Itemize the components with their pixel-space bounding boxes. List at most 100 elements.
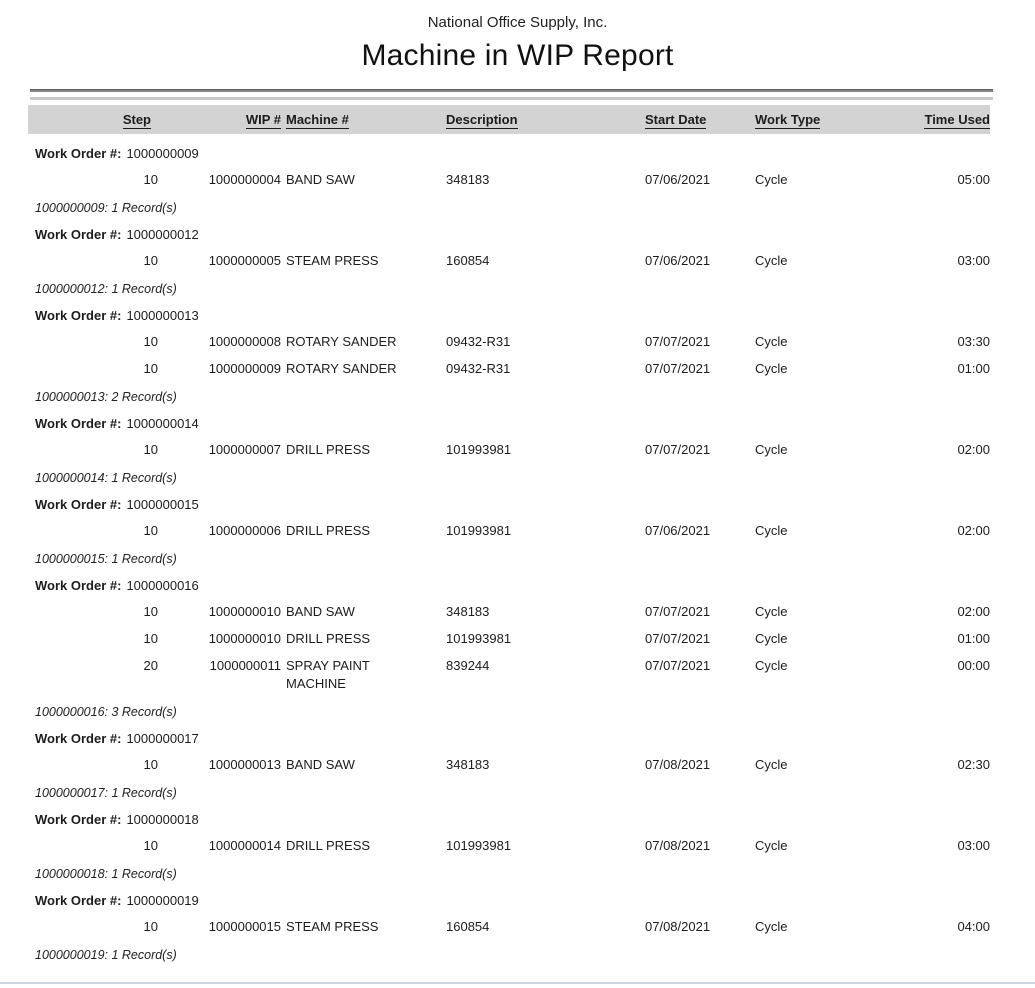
work-order-label: Work Order #: <box>35 812 122 827</box>
company-name: National Office Supply, Inc. <box>427 14 608 31</box>
work-order-label: Work Order #: <box>35 731 122 746</box>
cell-time_used: 02:00 <box>957 523 990 538</box>
cell-machine: DRILL PRESS <box>286 631 371 646</box>
cell-wip: 1000000015 <box>208 919 281 934</box>
cell-work_type: Cycle <box>755 658 788 673</box>
work-order-label: Work Order #: <box>35 308 122 323</box>
cell-time_used: 04:00 <box>957 919 990 934</box>
table-row: 10 1000000010 DRILL PRESS 101993981 07/07/20… <box>30 626 990 653</box>
cell-time_used: 02:00 <box>957 604 990 619</box>
work-order-number: 1000000017 <box>126 731 199 746</box>
cell-machine: SPRAY PAINT MACHINE <box>286 658 370 691</box>
cell-wip: 1000000005 <box>208 253 281 268</box>
work-order-label: Work Order #: <box>35 227 122 242</box>
column-header-time_used: Time Used <box>924 112 990 129</box>
cell-description: 101993981 <box>446 838 512 853</box>
cell-machine: BAND SAW <box>286 172 355 187</box>
group-record-count: 1000000019: 1 Record(s) <box>35 947 177 962</box>
cell-description: 160854 <box>446 919 490 934</box>
cell-description: 348183 <box>446 757 490 772</box>
work-order-number: 1000000012 <box>126 227 199 242</box>
report-header: National Office Supply, Inc. Machine in … <box>0 0 1035 74</box>
cell-machine: DRILL PRESS <box>286 523 371 538</box>
work-order-label: Work Order #: <box>35 578 122 593</box>
cell-wip: 1000000004 <box>208 172 281 187</box>
cell-time_used: 03:00 <box>957 253 990 268</box>
work-order-label: Work Order #: <box>35 146 122 161</box>
cell-wip: 1000000010 <box>208 604 281 619</box>
cell-machine: STEAM PRESS <box>286 919 379 934</box>
cell-start_date: 07/06/2021 <box>645 523 711 538</box>
report-body: Work Order #: 1000000009 10 1000000004 BAND … <box>30 134 990 968</box>
work-order-group: Work Order #: 1000000017 10 1000000013 BAND … <box>30 725 990 806</box>
work-order-group: Work Order #: 1000000009 10 1000000004 BAND … <box>30 140 990 221</box>
work-order-number: 1000000016 <box>126 578 199 593</box>
work-order-header: Work Order #: 1000000015 <box>30 491 990 518</box>
work-order-group: Work Order #: 1000000012 10 1000000005 STEAM… <box>30 221 990 302</box>
cell-description: 101993981 <box>446 523 512 538</box>
cell-work_type: Cycle <box>755 361 788 376</box>
cell-time_used: 01:00 <box>957 361 990 376</box>
work-order-header: Work Order #: 1000000012 <box>30 221 990 248</box>
work-order-header: Work Order #: 1000000016 <box>30 572 990 599</box>
cell-description: 09432-R31 <box>446 361 511 376</box>
group-record-count: 1000000013: 2 Record(s) <box>35 389 177 404</box>
cell-step: 10 <box>143 253 158 268</box>
cell-step: 10 <box>143 442 158 457</box>
table-row: 10 1000000015 STEAM PRESS 160854 07/08/2021 C… <box>30 914 990 941</box>
group-record-count: 1000000012: 1 Record(s) <box>35 281 177 296</box>
cell-description: 160854 <box>446 253 490 268</box>
cell-work_type: Cycle <box>755 757 788 772</box>
work-order-label: Work Order #: <box>35 416 122 431</box>
cell-step: 10 <box>143 838 158 853</box>
page-bottom-edge <box>0 982 1035 984</box>
cell-work_type: Cycle <box>755 334 788 349</box>
table-row: 10 1000000005 STEAM PRESS 160854 07/06/2021 C… <box>30 248 990 275</box>
table-row: 10 1000000006 DRILL PRESS 101993981 07/06/20… <box>30 518 990 545</box>
cell-machine: ROTARY SANDER <box>286 361 397 376</box>
cell-machine: DRILL PRESS <box>286 442 371 457</box>
cell-machine: DRILL PRESS <box>286 838 371 853</box>
column-header-description: Description <box>446 112 518 129</box>
work-order-header: Work Order #: 1000000013 <box>30 302 990 329</box>
cell-wip: 1000000010 <box>208 631 281 646</box>
cell-start_date: 07/07/2021 <box>645 658 711 673</box>
table-row: 10 1000000009 ROTARY SANDER 09432-R31 07/07/… <box>30 356 990 383</box>
work-order-group: Work Order #: 1000000018 10 1000000014 DRILL… <box>30 806 990 887</box>
divider-line-dark <box>30 89 993 92</box>
work-order-header: Work Order #: 1000000019 <box>30 887 990 914</box>
table-row: 10 1000000004 BAND SAW 348183 07/06/2021 Cycl… <box>30 167 990 194</box>
group-record-count: 1000000017: 1 Record(s) <box>35 785 177 800</box>
cell-machine: BAND SAW <box>286 604 355 619</box>
cell-time_used: 01:00 <box>957 631 990 646</box>
table-row: 20 1000000011 SPRAY PAINT MACHINE 839244 07/… <box>30 653 990 698</box>
cell-step: 10 <box>143 631 158 646</box>
divider-line-light <box>30 97 993 100</box>
cell-step: 10 <box>143 604 158 619</box>
cell-start_date: 07/08/2021 <box>645 919 711 934</box>
table-row: 10 1000000013 BAND SAW 348183 07/08/2021 Cycl… <box>30 752 990 779</box>
cell-step: 10 <box>143 361 158 376</box>
cell-time_used: 03:00 <box>957 838 990 853</box>
column-header-wip: WIP # <box>245 112 281 129</box>
cell-work_type: Cycle <box>755 253 788 268</box>
cell-start_date: 07/07/2021 <box>645 442 711 457</box>
cell-machine: STEAM PRESS <box>286 253 379 268</box>
cell-wip: 1000000014 <box>208 838 281 853</box>
cell-time_used: 02:30 <box>957 757 990 772</box>
work-order-header: Work Order #: 1000000018 <box>30 806 990 833</box>
work-order-number: 1000000014 <box>126 416 199 431</box>
cell-wip: 1000000009 <box>208 361 281 376</box>
cell-work_type: Cycle <box>755 442 788 457</box>
cell-start_date: 07/08/2021 <box>645 838 711 853</box>
cell-time_used: 03:30 <box>957 334 990 349</box>
cell-machine: BAND SAW <box>286 757 355 772</box>
work-order-number: 1000000019 <box>126 893 199 908</box>
work-order-group: Work Order #: 1000000014 10 1000000007 DRILL… <box>30 410 990 491</box>
cell-description: 101993981 <box>446 442 512 457</box>
cell-step: 20 <box>143 658 158 673</box>
cell-work_type: Cycle <box>755 604 788 619</box>
cell-description: 09432-R31 <box>446 334 511 349</box>
work-order-header: Work Order #: 1000000017 <box>30 725 990 752</box>
table-row: 10 1000000014 DRILL PRESS 101993981 07/08/20… <box>30 833 990 860</box>
